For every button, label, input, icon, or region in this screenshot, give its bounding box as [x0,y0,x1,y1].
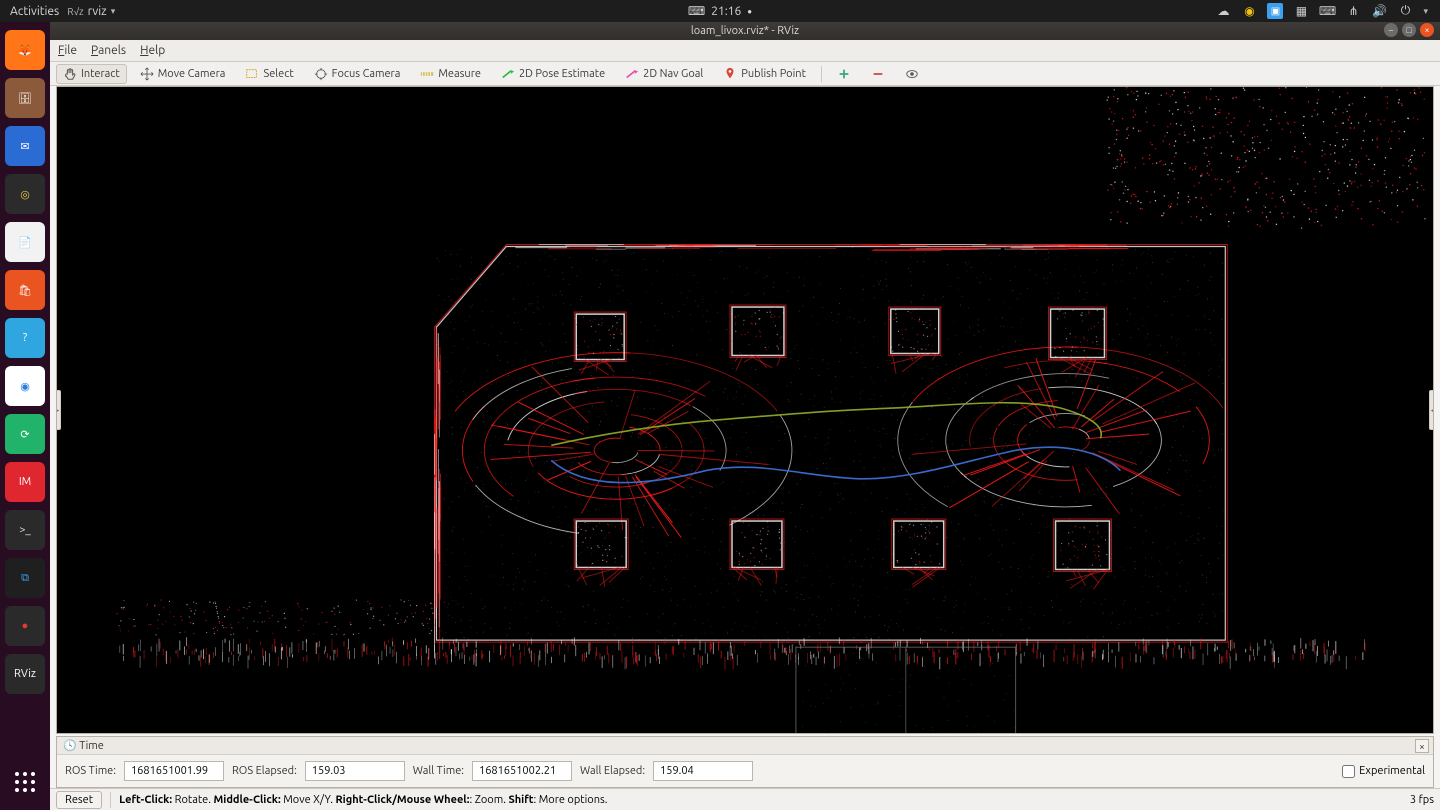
dock-app-vscode[interactable]: ⧉ [5,558,45,598]
dock-app-thunderbird[interactable]: ✉ [5,126,45,166]
tool-2d-nav-goal[interactable]: 2D Nav Goal [618,64,710,84]
plus-icon [837,67,851,81]
menu-file[interactable]: File [58,44,77,57]
right-panel-handle[interactable]: ◂ [1429,390,1434,430]
3d-viewport[interactable]: ▸ ◂ [56,86,1434,734]
clock-icon: 🕓 [63,739,77,752]
minimize-button[interactable]: – [1384,23,1398,37]
tool-interact[interactable]: Interact [56,64,127,84]
pose-icon [501,67,515,81]
system-tray[interactable]: ☁ ◉ ▣ ▦ ⌨ ⋔ 🔊 ⏻ ▾ [1215,3,1440,19]
experimental-checkbox[interactable] [1342,765,1355,778]
minus-icon [871,67,885,81]
dock-app-im[interactable]: IM [5,462,45,502]
window-title: loam_livox.rviz* - RViz [691,25,799,37]
activities-button[interactable]: Activities [10,5,59,18]
eye-icon [905,67,919,81]
hand-icon [63,67,77,81]
reset-button[interactable]: Reset [56,791,102,809]
chrome-icon[interactable]: ◉ [1241,3,1257,19]
dock-app-files[interactable]: 🗄 [5,78,45,118]
tool-plus[interactable] [830,64,858,84]
menu-panels[interactable]: Panels [91,44,126,57]
grid-icon[interactable]: ▦ [1293,3,1309,19]
time-panel-close[interactable]: × [1415,739,1429,753]
network-icon[interactable]: ⋔ [1345,3,1361,19]
pointcloud-render [57,87,1433,733]
wall-elapsed-field[interactable] [653,761,753,781]
tool-minus[interactable] [864,64,892,84]
tool-move-camera[interactable]: Move Camera [133,64,233,84]
dock-app-chrome[interactable]: ◉ [5,366,45,406]
tool-focus-camera[interactable]: Focus Camera [307,64,408,84]
select-icon [245,67,259,81]
app-menu[interactable]: R√z rviz ▾ [67,5,115,18]
ros-elapsed-field[interactable] [305,761,405,781]
pin-icon [723,67,737,81]
left-panel-handle[interactable]: ▸ [56,390,61,430]
rviz-window: loam_livox.rviz* - RViz – □ × File Panels… [50,22,1440,810]
close-button[interactable]: × [1420,23,1434,37]
time-panel-title: Time [79,740,104,752]
move-icon [140,67,154,81]
ubuntu-dock: 🦊 🗄 ✉ ◎ 📄 🛍? ◉ ⟳ IM >_ ⧉ ● RViz [0,22,50,810]
nav-icon [625,67,639,81]
experimental-label: Experimental [1359,765,1425,777]
tool-publish-point[interactable]: Publish Point [716,64,813,84]
dock-app-firefox[interactable]: 🦊 [5,30,45,70]
toolbar: Interact Move CameraSelect Focus CameraMea… [50,62,1440,86]
show-apps-button[interactable] [5,762,45,802]
menu-help[interactable]: Help [140,44,165,57]
window-titlebar[interactable]: loam_livox.rviz* - RViz – □ × [50,22,1440,40]
dock-app-help[interactable]: ? [5,318,45,358]
display-icon[interactable]: ▣ [1267,3,1283,19]
dock-app-record[interactable]: ● [5,606,45,646]
fps-counter: 3 fps [1410,794,1434,806]
ros-elapsed-label: ROS Elapsed: [232,765,297,777]
power-icon[interactable]: ⏻ [1397,3,1413,19]
keyboard-icon[interactable]: ⌨ [1319,3,1335,19]
cloud-icon[interactable]: ☁ [1215,3,1231,19]
dock-app-writer[interactable]: 📄 [5,222,45,262]
gnome-top-bar: Activities R√z rviz ▾ ⌨21:16● ☁ ◉ ▣ ▦ ⌨ … [0,0,1440,22]
tool-select[interactable]: Select [238,64,300,84]
dock-app-disks[interactable]: ◎ [5,174,45,214]
status-bar: Reset Left-Click: Rotate. Middle-Click: … [50,788,1440,810]
mouse-hint: Left-Click: Rotate. Middle-Click: Move X… [119,794,607,806]
dock-app-software[interactable]: 🛍 [5,270,45,310]
menu-bar: File Panels Help [50,40,1440,62]
dock-app-remmina[interactable]: ⟳ [5,414,45,454]
time-panel: 🕓 Time × ROS Time: ROS Elapsed: Wall Tim… [56,736,1434,788]
tool-2d-pose-estimate[interactable]: 2D Pose Estimate [494,64,612,84]
measure-icon [420,67,434,81]
tool-measure[interactable]: Measure [413,64,488,84]
wall-time-label: Wall Time: [413,765,464,777]
focus-icon [314,67,328,81]
clock[interactable]: ⌨21:16● [688,4,752,18]
ros-time-label: ROS Time: [65,765,116,777]
dock-app-terminal[interactable]: >_ [5,510,45,550]
wall-time-field[interactable] [472,761,572,781]
tool-eye[interactable] [898,64,926,84]
dock-app-rviz[interactable]: RViz [5,654,45,694]
maximize-button[interactable]: □ [1402,23,1416,37]
volume-icon[interactable]: 🔊 [1371,3,1387,19]
wall-elapsed-label: Wall Elapsed: [580,765,645,777]
ros-time-field[interactable] [124,761,224,781]
